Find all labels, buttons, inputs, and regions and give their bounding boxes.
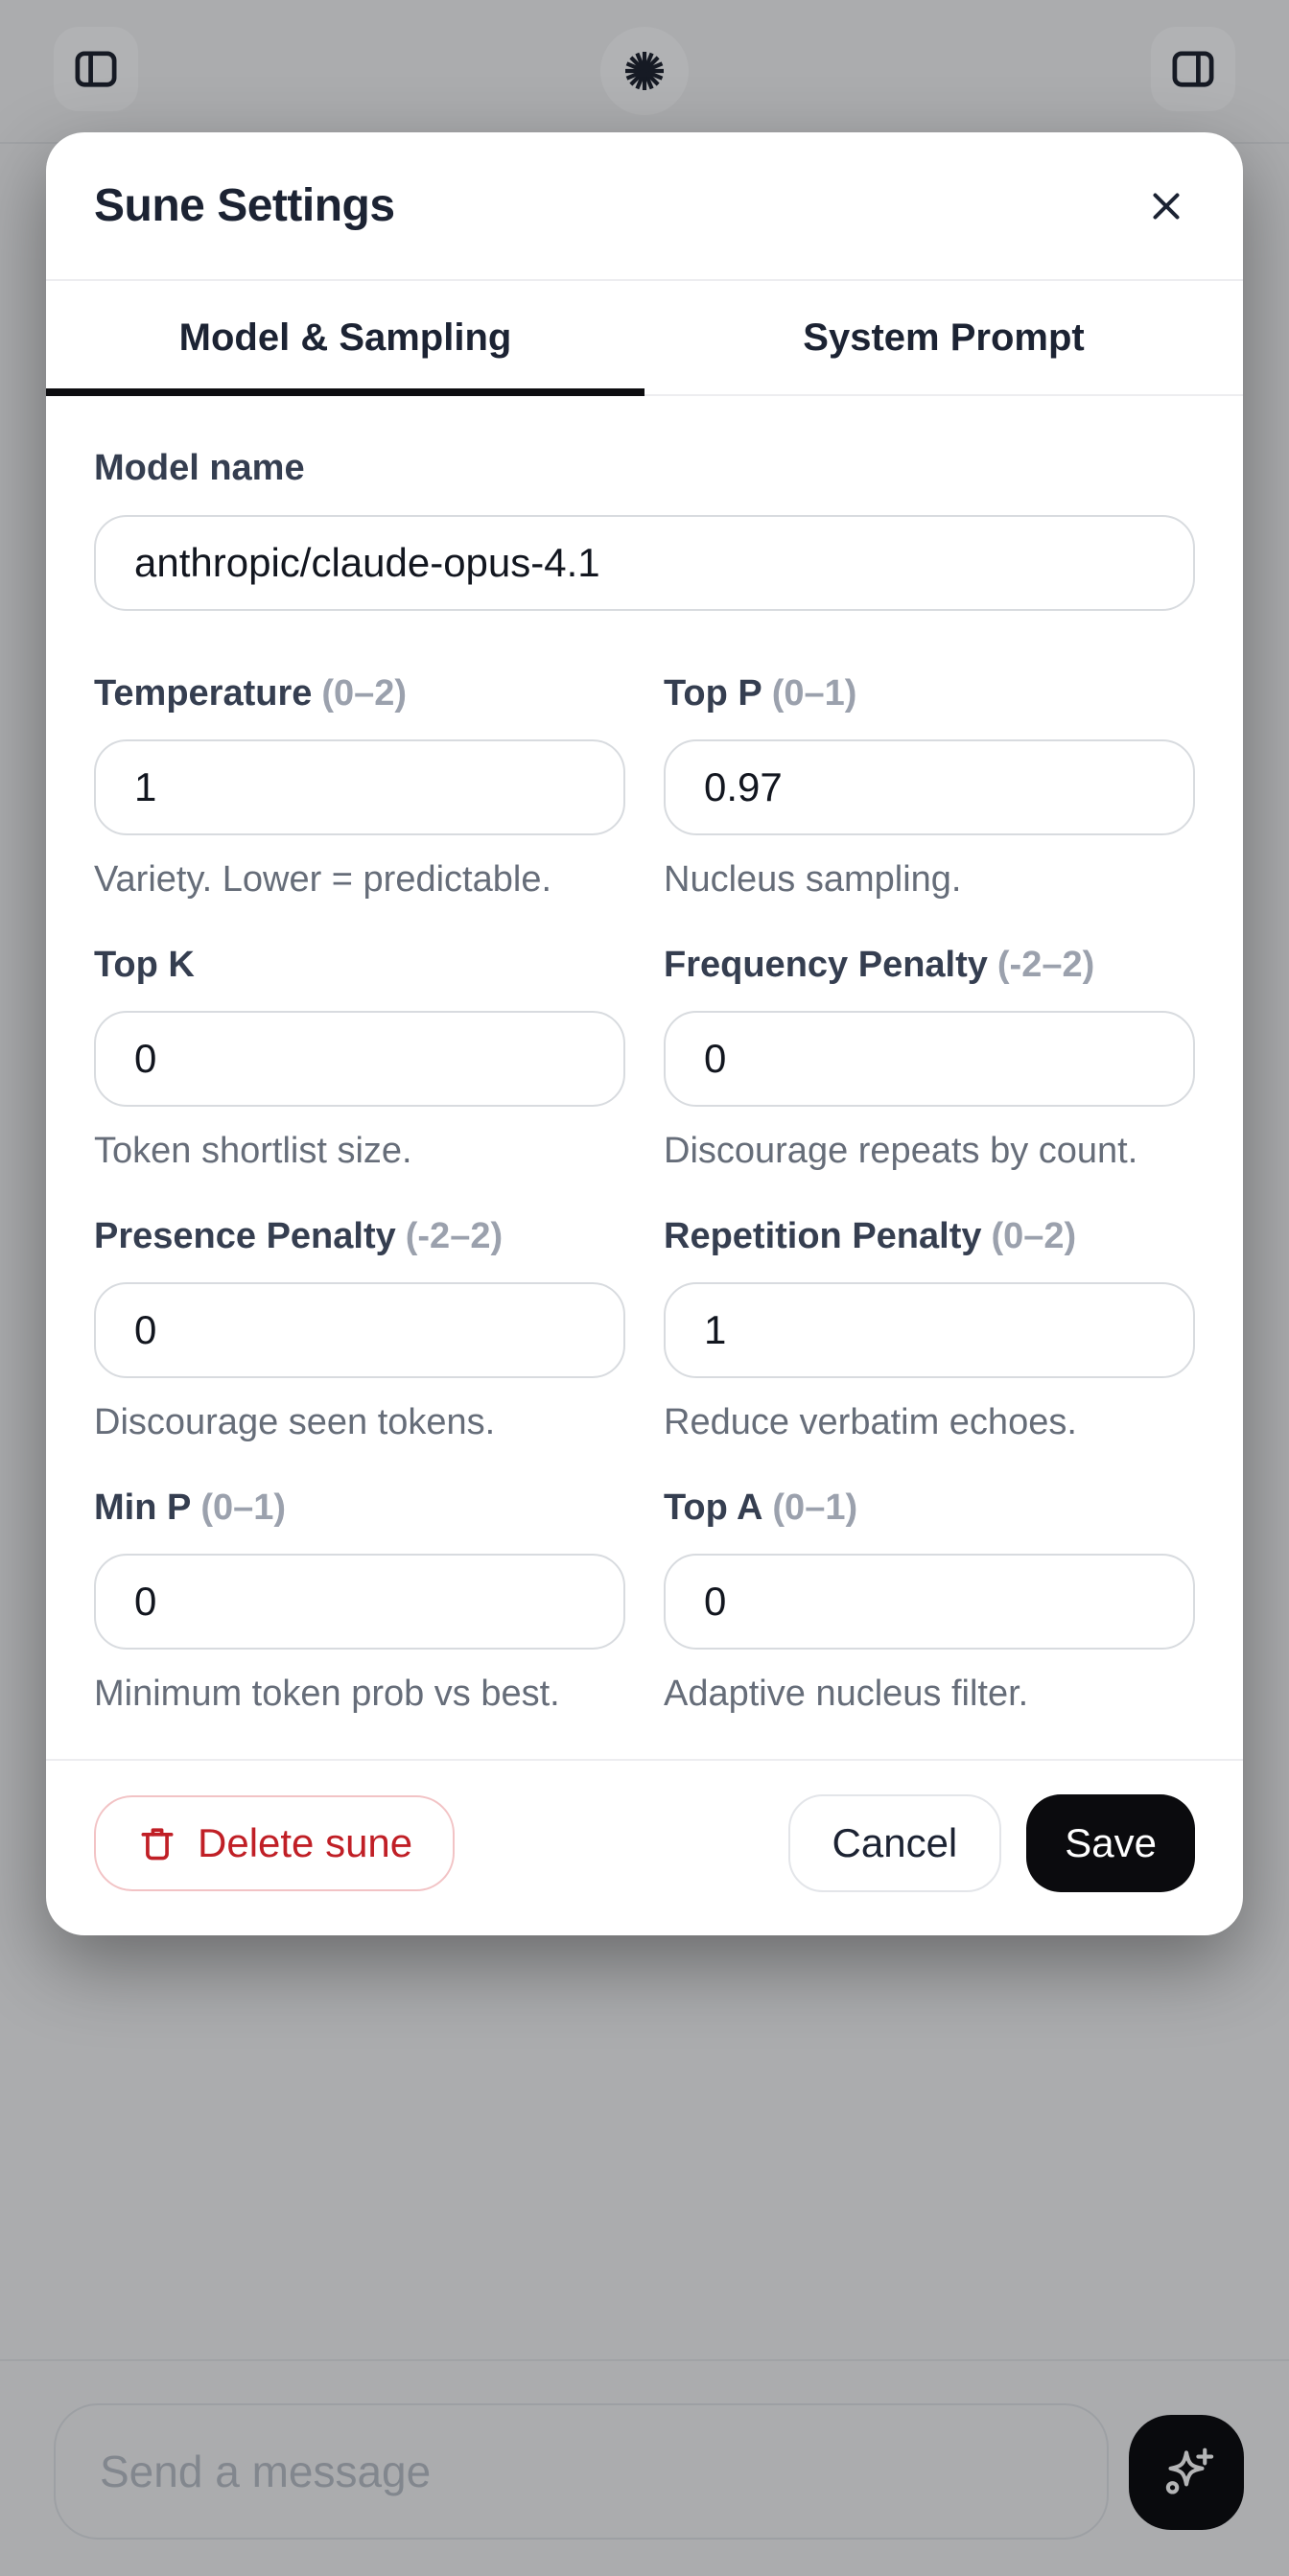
- field-label: Frequency Penalty (-2–2): [664, 942, 1195, 988]
- fields-grid: Temperature(0–2) Variety. Lower = predic…: [94, 670, 1195, 1717]
- field-help: Discourage seen tokens.: [94, 1402, 496, 1442]
- field-label: Top A (0–1): [664, 1485, 1195, 1531]
- starburst-icon: [621, 47, 668, 95]
- modal-tabs: Model & Sampling System Prompt: [46, 281, 1243, 396]
- field-label: Repetition Penalty (0–2): [664, 1213, 1195, 1259]
- field-label: Top K: [94, 942, 625, 988]
- field-help: Adaptive nucleus filter.: [664, 1674, 1029, 1714]
- field-help: Minimum token prob vs best.: [94, 1674, 560, 1714]
- delete-sune-button[interactable]: Delete sune: [94, 1795, 456, 1891]
- composer-bar: [0, 2359, 1289, 2576]
- field: Temperature(0–2) Variety. Lower = predic…: [94, 670, 625, 902]
- field: Frequency Penalty(-2–2) Discourage repea…: [664, 942, 1195, 1174]
- panel-right-icon: [1167, 43, 1219, 95]
- sune-settings-modal: Sune Settings Model & Sampling System Pr…: [46, 132, 1243, 1935]
- field-label-text: Presence Penalty: [94, 1216, 396, 1256]
- field-help: Nucleus sampling.: [664, 859, 962, 900]
- toggle-right-panel-button[interactable]: [1151, 27, 1235, 111]
- field-range: (-2–2): [405, 1216, 504, 1256]
- field-label-text: Repetition Penalty: [664, 1216, 982, 1256]
- field-help: Variety. Lower = predictable.: [94, 859, 552, 900]
- field-label-text: Top A: [664, 1487, 763, 1528]
- field-range: (0–1): [772, 1487, 858, 1528]
- trash-icon: [136, 1822, 178, 1864]
- field-input[interactable]: [94, 1554, 625, 1650]
- model-name-label: Model name: [94, 448, 305, 488]
- field-range: (-2–2): [996, 945, 1095, 985]
- field-input[interactable]: [94, 739, 625, 835]
- modal-title: Sune Settings: [94, 180, 395, 231]
- field-label-text: Frequency Penalty: [664, 945, 988, 985]
- field-input[interactable]: [664, 1554, 1195, 1650]
- field: Top A(0–1) Adaptive nucleus filter.: [664, 1485, 1195, 1717]
- field-help: Token shortlist size.: [94, 1131, 412, 1171]
- field-range: (0–2): [991, 1216, 1077, 1256]
- field-label-text: Temperature: [94, 673, 313, 714]
- field: Repetition Penalty(0–2) Reduce verbatim …: [664, 1213, 1195, 1445]
- save-button[interactable]: Save: [1026, 1794, 1195, 1892]
- close-button[interactable]: [1137, 177, 1195, 235]
- delete-sune-label: Delete sune: [198, 1820, 413, 1865]
- field-input[interactable]: [664, 1011, 1195, 1107]
- field-label: Presence Penalty (-2–2): [94, 1213, 625, 1259]
- field-label-text: Min P: [94, 1487, 192, 1528]
- field-input[interactable]: [664, 739, 1195, 835]
- field-label-text: Top P: [664, 673, 762, 714]
- send-message-button[interactable]: [1129, 2415, 1244, 2530]
- x-icon: [1144, 184, 1188, 228]
- field-label: Top P (0–1): [664, 670, 1195, 716]
- toggle-left-panel-button[interactable]: [54, 27, 138, 111]
- message-input[interactable]: [54, 2403, 1109, 2540]
- modal-header: Sune Settings: [46, 132, 1243, 281]
- cancel-button[interactable]: Cancel: [787, 1794, 1002, 1892]
- panel-left-icon: [70, 43, 122, 95]
- field-help: Reduce verbatim echoes.: [664, 1402, 1077, 1442]
- modal-content: Model name Temperature(0–2) Variety. Low…: [46, 396, 1243, 1717]
- field: Top P(0–1) Nucleus sampling.: [664, 670, 1195, 902]
- sparkles-icon: [1155, 2441, 1218, 2504]
- field-label-text: Top K: [94, 945, 195, 985]
- field: Top K Token shortlist size.: [94, 942, 625, 1174]
- field-label: Temperature (0–2): [94, 670, 625, 716]
- field-range: (0–1): [200, 1487, 287, 1528]
- tab-model-sampling[interactable]: Model & Sampling: [46, 281, 644, 396]
- app-header: [0, 0, 1289, 144]
- tab-system-prompt[interactable]: System Prompt: [644, 281, 1243, 394]
- sune-avatar-button[interactable]: [600, 27, 689, 115]
- field-help: Discourage repeats by count.: [664, 1131, 1138, 1171]
- field-input[interactable]: [94, 1011, 625, 1107]
- field: Presence Penalty(-2–2) Discourage seen t…: [94, 1213, 625, 1445]
- field-range: (0–1): [771, 673, 857, 714]
- field-input[interactable]: [664, 1282, 1195, 1378]
- field: Min P(0–1) Minimum token prob vs best.: [94, 1485, 625, 1717]
- field-range: (0–2): [321, 673, 408, 714]
- modal-footer: Delete sune Cancel Save: [46, 1759, 1243, 1935]
- model-name-input[interactable]: [94, 515, 1195, 611]
- field-label: Min P (0–1): [94, 1485, 625, 1531]
- field-input[interactable]: [94, 1282, 625, 1378]
